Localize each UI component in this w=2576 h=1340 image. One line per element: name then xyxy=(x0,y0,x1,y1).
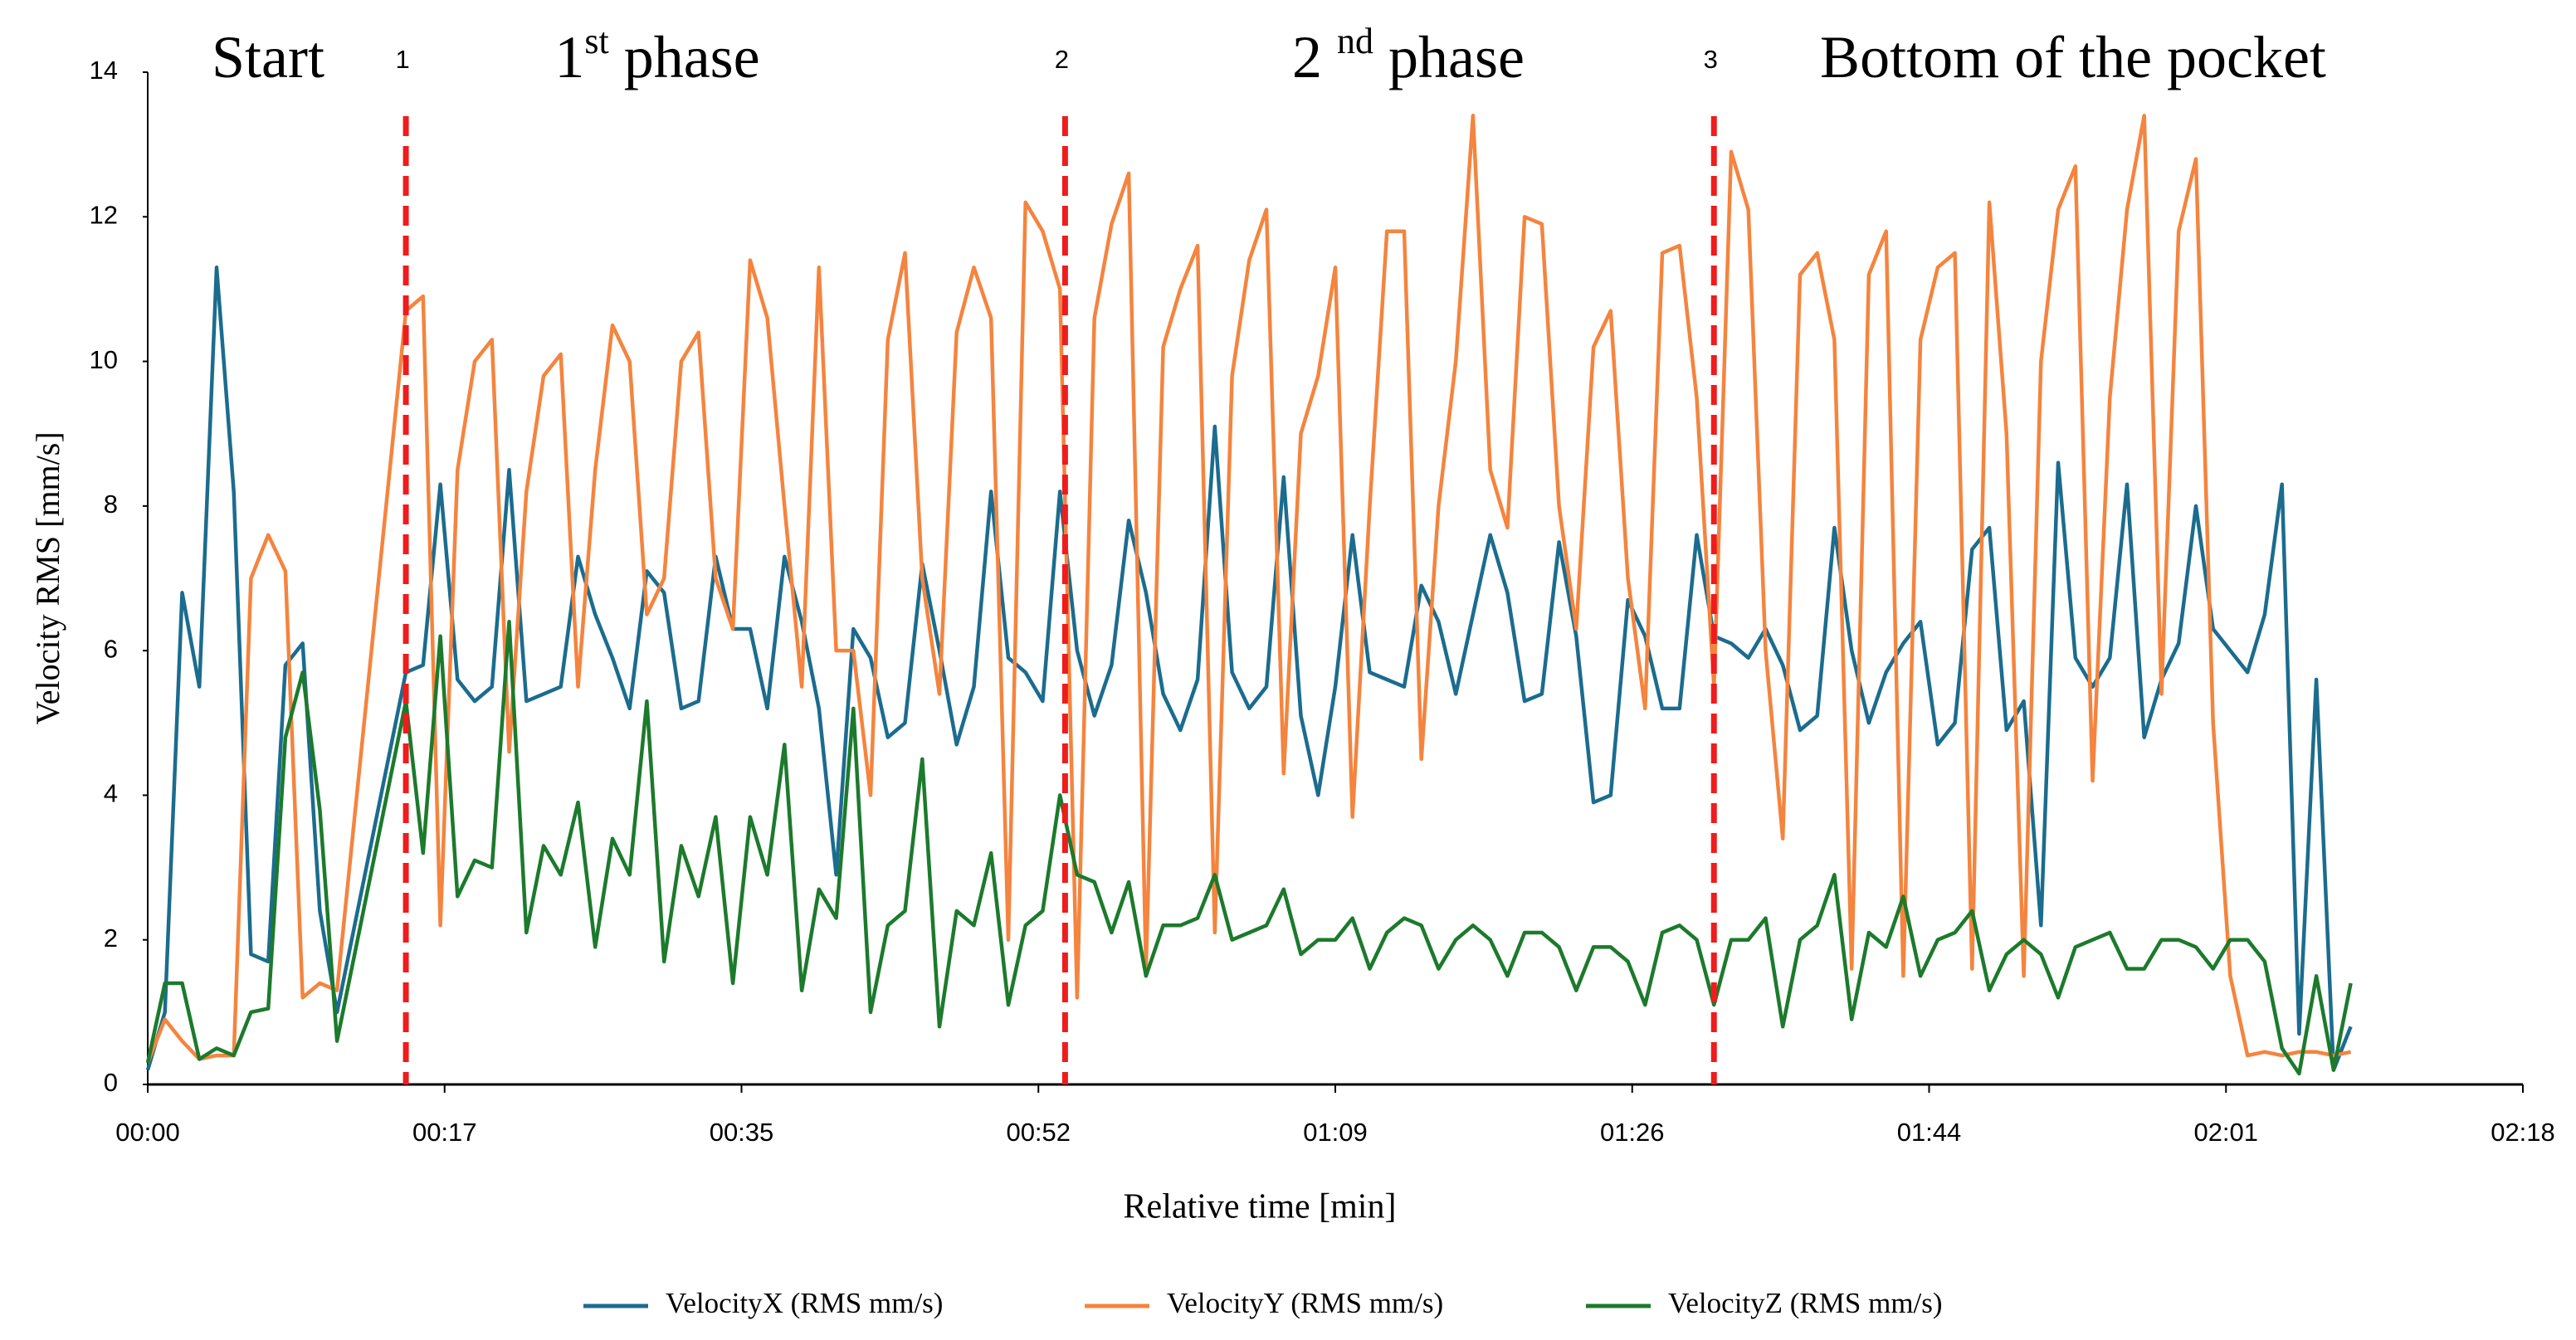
y-tick-label: 4 xyxy=(104,779,118,808)
phase-title: 1st phase xyxy=(554,21,759,90)
y-tick-label: 12 xyxy=(90,200,118,229)
phase-title: Start xyxy=(212,24,324,90)
legend-label: VelocityY (RMS mm/s) xyxy=(1167,1287,1443,1319)
phase-title-text: Start xyxy=(212,24,324,90)
y-tick-label: 0 xyxy=(104,1068,118,1097)
series-line xyxy=(145,266,2353,1072)
x-tick-label: 00:52 xyxy=(1006,1118,1071,1147)
x-tick-label: 02:01 xyxy=(2193,1118,2258,1147)
x-tick-label: 00:17 xyxy=(412,1118,477,1147)
x-tick-label: 01:44 xyxy=(1897,1118,1962,1147)
phase-title-text: Bottom of the pocket xyxy=(1820,24,2326,90)
phase-title-after: phase xyxy=(1373,24,1525,90)
x-tick-label: 01:26 xyxy=(1600,1118,1665,1147)
x-tick-label: 01:09 xyxy=(1303,1118,1368,1147)
phase-title-sup: st xyxy=(584,21,608,61)
x-tick-label: 02:18 xyxy=(2491,1118,2555,1147)
phase-marker-label: 2 xyxy=(1055,45,1069,74)
legend-label: VelocityZ (RMS mm/s) xyxy=(1668,1287,1943,1319)
y-tick-label: 2 xyxy=(104,923,118,953)
series-line xyxy=(145,114,2352,1064)
x-tick-label: 00:35 xyxy=(710,1118,774,1147)
phase-marker-label: 3 xyxy=(1704,45,1718,74)
x-tick-label: 00:00 xyxy=(115,1118,180,1147)
y-tick-label: 6 xyxy=(104,634,118,663)
series-line xyxy=(145,620,2353,1076)
phase-title-sup: nd xyxy=(1337,21,1373,61)
y-tick-label: 8 xyxy=(104,490,118,519)
y-axis-title: Velocity RMS [mm/s] xyxy=(29,431,66,724)
phase-title: 2 nd phase xyxy=(1292,21,1525,90)
phase-title: Bottom of the pocket xyxy=(1820,24,2326,90)
legend-label: VelocityX (RMS mm/s) xyxy=(666,1287,943,1319)
x-axis-title: Relative time [min] xyxy=(1124,1188,1397,1226)
y-tick-label: 10 xyxy=(90,345,118,374)
y-tick-label: 14 xyxy=(90,56,118,85)
phase-marker-label: 1 xyxy=(395,45,409,74)
phase-title-after: phase xyxy=(609,24,760,90)
phase-title-text: 1 xyxy=(554,24,584,90)
phase-title-text: 2 xyxy=(1292,24,1337,90)
